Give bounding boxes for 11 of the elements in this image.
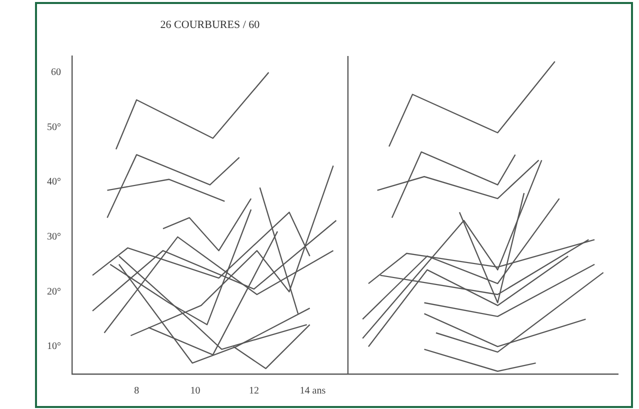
y-tick-label: 40° xyxy=(47,176,61,188)
x-tick-label: 8 xyxy=(134,386,140,397)
y-tick-label: 20° xyxy=(47,286,61,298)
y-tick-label: 50° xyxy=(47,122,61,133)
y-tick-label: 10° xyxy=(47,341,61,352)
x-tick-label: 10 xyxy=(190,386,200,397)
x-tick-label: 12 xyxy=(249,386,259,397)
y-tick-label: 30° xyxy=(47,232,61,243)
chart-title: 26 COURBURES / 60 xyxy=(160,19,260,31)
x-tick-label: 14 ans xyxy=(300,386,326,397)
y-tick-label: 60 xyxy=(51,67,61,78)
